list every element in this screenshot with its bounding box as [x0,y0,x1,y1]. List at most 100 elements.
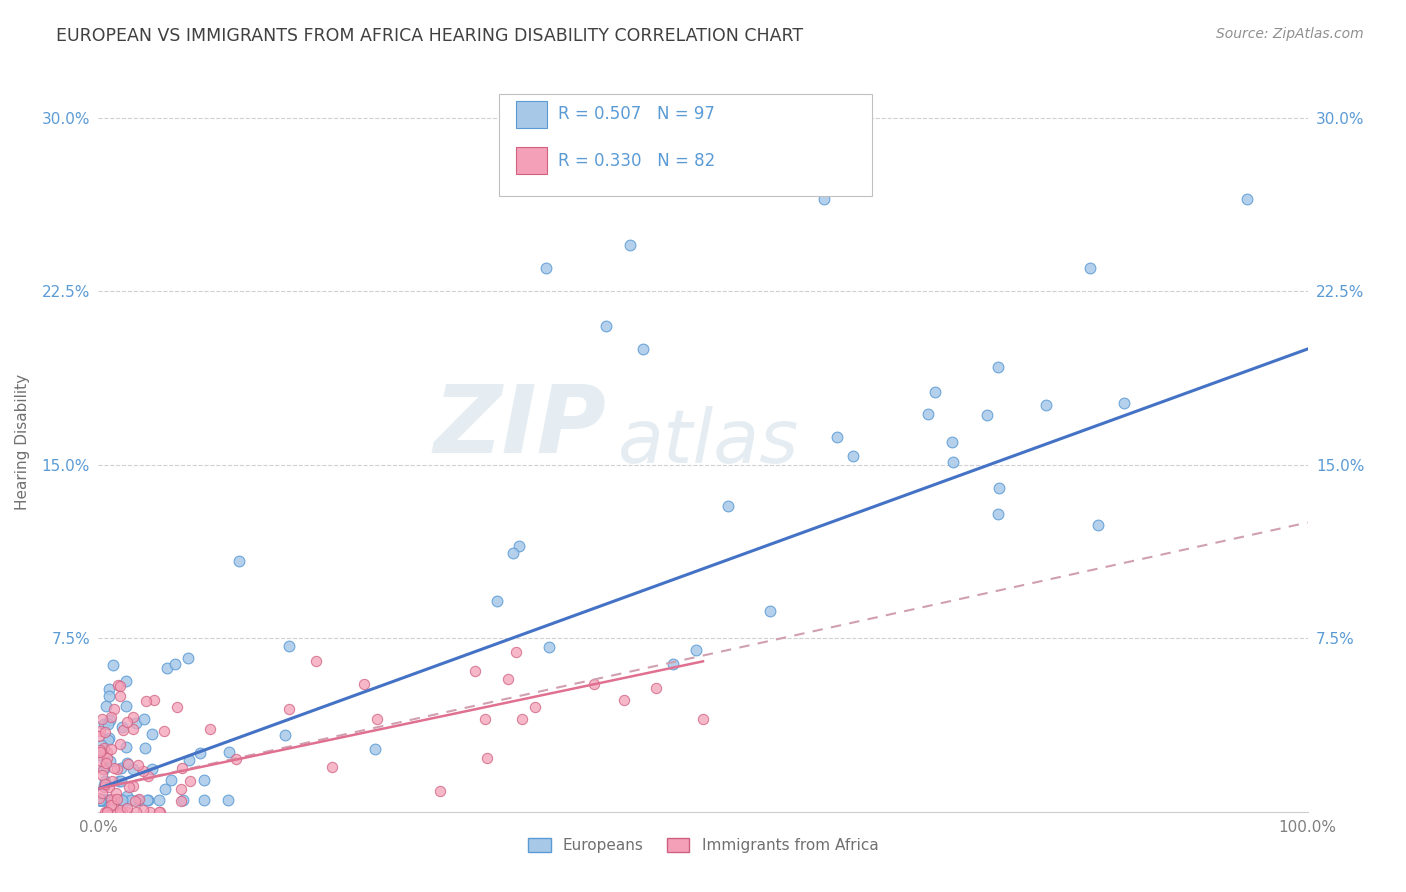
Point [100,798,122,813]
Point [631,342,654,356]
Point [498,673,520,687]
Point [87,791,110,805]
Point [87,793,110,807]
Point [93,778,115,792]
Point [105,805,128,819]
Point [94,725,117,739]
Point [127,758,149,772]
Point [125,805,148,819]
Point [91,793,114,807]
Point [121,722,143,736]
Point [98,793,121,807]
Point [321,760,343,774]
Point [132,764,155,778]
Y-axis label: Hearing Disability: Hearing Disability [15,374,31,509]
Point [97,780,120,795]
Point [661,657,683,672]
Point [105,793,128,807]
Point [685,642,707,657]
Point [97,731,120,745]
Point [115,805,138,819]
Point [100,710,122,724]
Point [100,773,122,788]
Point [987,359,1010,374]
Point [115,673,138,688]
Point [225,752,247,766]
Point [228,554,250,568]
Point [153,724,176,739]
Point [98,713,121,727]
Point [141,727,163,741]
Point [89,792,111,806]
Point [141,762,163,776]
Point [193,772,215,787]
Point [91,712,114,726]
Point [110,761,132,775]
Point [96,805,118,819]
Point [105,762,128,776]
Point [96,793,118,807]
Point [100,792,122,806]
Point [115,699,138,714]
Point [942,455,965,469]
Point [111,723,134,737]
Point [464,664,486,678]
Text: R = 0.507   N = 97: R = 0.507 N = 97 [558,105,716,123]
Point [619,238,641,252]
Point [115,756,138,771]
Point [655,145,678,160]
Point [110,737,132,751]
Point [510,712,533,726]
Point [100,742,122,756]
Point [138,793,160,807]
Point [305,654,328,668]
Point [114,740,136,755]
Point [1236,192,1258,206]
Point [148,805,170,819]
Point [111,805,134,819]
Point [138,805,160,819]
Point [508,539,530,553]
Point [366,712,388,726]
Point [505,645,527,659]
Text: EUROPEAN VS IMMIGRANTS FROM AFRICA HEARING DISABILITY CORRELATION CHART: EUROPEAN VS IMMIGRANTS FROM AFRICA HEARI… [56,27,803,45]
Point [475,750,498,764]
Point [117,756,139,771]
Point [917,408,939,422]
Point [94,756,117,770]
Point [111,720,134,734]
Point [537,640,560,655]
Point [89,724,111,739]
Point [1078,260,1101,275]
Point [132,803,155,817]
Point [107,792,129,806]
Point [104,786,127,800]
Legend: Europeans, Immigrants from Africa: Europeans, Immigrants from Africa [522,832,884,860]
Point [103,657,125,672]
Point [93,762,115,776]
Point [155,661,177,675]
Point [976,408,998,422]
Point [177,651,200,665]
Text: R = 0.330   N = 82: R = 0.330 N = 82 [558,152,716,169]
Point [90,793,112,807]
Point [134,740,156,755]
Point [825,430,848,444]
Point [96,805,118,819]
Point [98,682,121,697]
Point [90,786,112,800]
Point [93,805,115,819]
Point [90,738,112,752]
Point [108,679,131,693]
Point [89,747,111,762]
Point [188,746,211,760]
Point [93,780,115,794]
Point [93,793,115,807]
Point [94,773,117,788]
Point [89,793,111,807]
Point [97,690,120,704]
Point [135,693,157,707]
Point [101,793,124,807]
Point [364,742,387,756]
Point [122,779,145,793]
